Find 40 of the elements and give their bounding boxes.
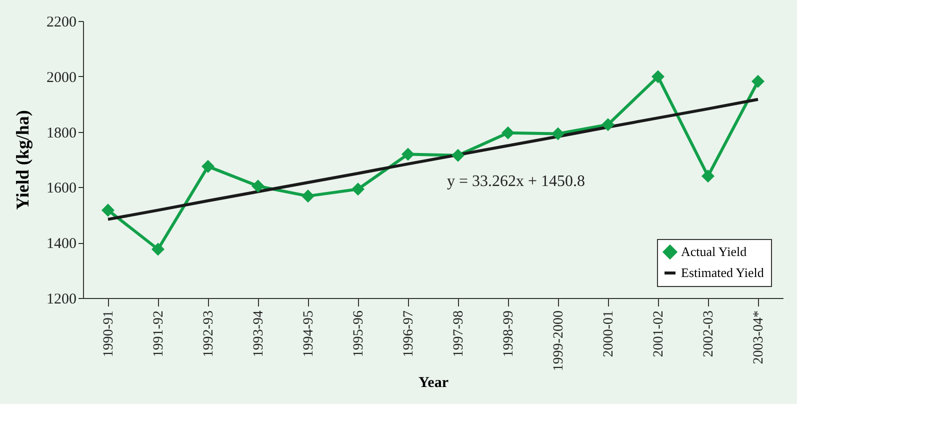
y-tick-label: 1200 [46, 292, 76, 308]
point [501, 126, 515, 140]
point [301, 190, 315, 203]
x-tick-label: 1999-2000 [552, 310, 566, 372]
y-tick-label: 1800 [46, 125, 76, 142]
x-tick-label: 1998-99 [502, 310, 516, 358]
y-tick-label: 1600 [46, 180, 76, 197]
point [451, 148, 465, 162]
point [751, 74, 765, 88]
x-tick-label: 1990-91 [102, 310, 116, 358]
x-tick-label: 2001-02 [652, 310, 666, 358]
y-tick-label: 2000 [46, 70, 76, 86]
point [701, 170, 715, 183]
legend-label: Estimated Yield [681, 265, 764, 280]
x-tick-label: 1991-92 [152, 310, 166, 358]
x-tick-label: 1995-96 [352, 310, 366, 358]
x-tick-label: 1997-98 [452, 310, 466, 358]
point [101, 204, 115, 217]
line-series [106, 98, 760, 221]
x-tick-label: 1996-97 [402, 310, 416, 358]
x-tick-label: 1993-94 [252, 310, 266, 358]
point [251, 180, 265, 193]
y-tick-label: 2200 [46, 14, 76, 30]
point [651, 70, 665, 84]
x-tick-label: 1994-95 [302, 310, 316, 358]
y-tick-label: 1400 [46, 236, 76, 252]
y-axis-title: Yield (kg/ha) [12, 110, 32, 210]
legend-label: Actual Yield [681, 244, 748, 259]
x-tick-label: 2003-04* [752, 310, 766, 364]
point [401, 148, 415, 161]
x-tick-label: 2002-03 [702, 310, 716, 358]
point [601, 118, 615, 132]
x-axis-title: Year [418, 375, 449, 392]
point [151, 242, 165, 256]
point [351, 182, 365, 196]
x-tick-label: 1992-93 [202, 310, 216, 358]
point [551, 127, 565, 140]
point [201, 160, 215, 173]
annotation: y = 33.262x + 1450.8 [447, 173, 586, 190]
x-tick-label: 2000-01 [602, 310, 616, 358]
